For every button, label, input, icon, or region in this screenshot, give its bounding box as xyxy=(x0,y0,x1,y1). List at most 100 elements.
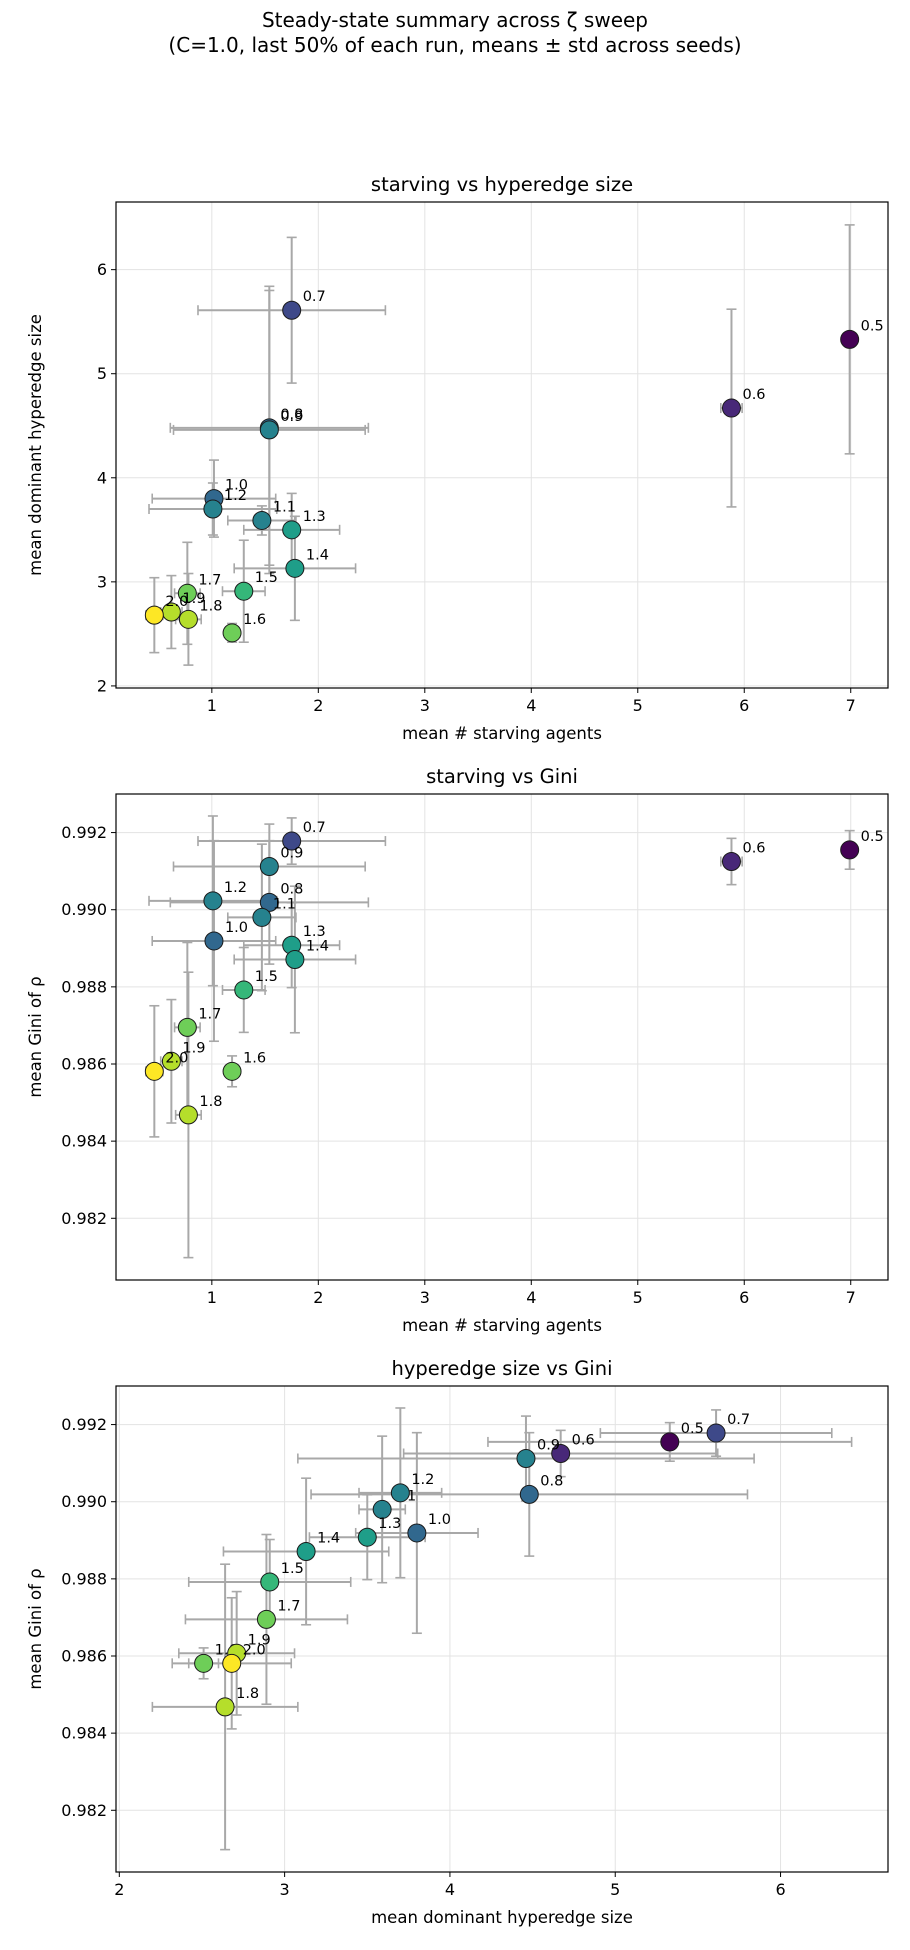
point-label-0-9: 0.9 xyxy=(537,1438,560,1454)
y-tick-label: 0.988 xyxy=(61,1569,107,1588)
x-tick-label: 1 xyxy=(207,1288,217,1307)
y-tick-label: 6 xyxy=(97,260,107,279)
plot-area xyxy=(116,794,888,1280)
data-point-2-0 xyxy=(222,1653,242,1673)
x-tick-label: 3 xyxy=(420,1288,430,1307)
point-label-1-9: 1.9 xyxy=(248,1632,271,1648)
data-point-1-4 xyxy=(285,949,305,969)
figure-suptitle-line2: (C=1.0, last 50% of each run, means ± st… xyxy=(168,33,742,57)
data-point-1-0 xyxy=(204,931,224,951)
point-label-1-7: 1.7 xyxy=(198,1006,221,1022)
data-point-0-5 xyxy=(660,1432,680,1452)
x-tick-label: 6 xyxy=(775,1880,785,1899)
x-tick-label: 4 xyxy=(526,696,536,715)
data-point-2-0 xyxy=(144,1061,164,1081)
y-tick-label: 0.990 xyxy=(61,900,107,919)
y-tick-label: 0.982 xyxy=(61,1801,107,1820)
point-label-1-0: 1.0 xyxy=(225,478,248,494)
y-tick-label: 0.992 xyxy=(61,1415,107,1434)
point-label-1-5: 1.5 xyxy=(255,570,278,586)
x-tick-label: 4 xyxy=(526,1288,536,1307)
point-label-1-3: 1.3 xyxy=(303,509,326,525)
point-label-0-7: 0.7 xyxy=(303,820,326,836)
point-label-0-5: 0.5 xyxy=(861,318,884,334)
data-point-0-7 xyxy=(706,1423,726,1443)
data-point-1-6 xyxy=(194,1653,214,1673)
point-label-1-0: 1.0 xyxy=(428,1512,451,1528)
x-tick-label: 5 xyxy=(610,1880,620,1899)
data-point-1-8 xyxy=(178,1105,198,1125)
point-label-2-0: 2.0 xyxy=(165,1050,188,1066)
chart-title: hyperedge size vs Gini xyxy=(391,1357,612,1380)
data-point-1-7 xyxy=(177,1017,197,1037)
plot-area xyxy=(116,1386,888,1872)
point-label-1-1: 1.1 xyxy=(273,499,296,515)
point-label-1-6: 1.6 xyxy=(243,612,266,628)
point-label-0-8: 0.8 xyxy=(280,407,303,423)
point-label-1-4: 1.4 xyxy=(306,547,329,563)
point-label-0-6: 0.6 xyxy=(742,387,765,403)
x-tick-label: 5 xyxy=(633,696,643,715)
point-label-1-3: 1.3 xyxy=(303,924,326,940)
y-tick-label: 4 xyxy=(97,468,107,487)
point-label-1-7: 1.7 xyxy=(277,1598,300,1614)
data-point-1-6 xyxy=(222,623,242,643)
chart-title: starving vs Gini xyxy=(426,765,578,788)
point-label-1-3: 1.3 xyxy=(378,1516,401,1532)
x-tick-label: 6 xyxy=(739,1288,749,1307)
point-label-1-4: 1.4 xyxy=(306,938,329,954)
data-point-0-9 xyxy=(516,1449,536,1469)
data-point-1-4 xyxy=(285,558,305,578)
data-point-2-0 xyxy=(144,605,164,625)
y-axis-label: mean Gini of ρ xyxy=(26,1568,45,1689)
data-point-0-8 xyxy=(519,1484,539,1504)
data-point-0-5 xyxy=(840,329,860,349)
point-label-1-8: 1.8 xyxy=(199,1094,222,1110)
x-axis-label: mean # starving agents xyxy=(402,1316,602,1335)
data-point-1-4 xyxy=(296,1541,316,1561)
point-label-0-5: 0.5 xyxy=(861,829,884,845)
y-tick-label: 5 xyxy=(97,364,107,383)
data-point-1-9 xyxy=(161,1051,181,1071)
axes-frame xyxy=(115,1385,889,1873)
x-tick-label: 5 xyxy=(633,1288,643,1307)
point-label-0-5: 0.5 xyxy=(681,1421,704,1437)
axes-frame xyxy=(115,793,889,1281)
x-tick-label: 3 xyxy=(280,1880,290,1899)
chart-title: starving vs hyperedge size xyxy=(371,173,633,196)
x-tick-label: 2 xyxy=(114,1880,124,1899)
data-point-1-3 xyxy=(282,520,302,540)
point-label-1-8: 1.8 xyxy=(199,598,222,614)
data-point-1-8 xyxy=(215,1697,235,1717)
x-tick-label: 4 xyxy=(445,1880,455,1899)
x-tick-label: 7 xyxy=(846,696,856,715)
point-label-1-7: 1.7 xyxy=(198,572,221,588)
data-point-1-7 xyxy=(177,583,197,603)
data-point-1-0 xyxy=(407,1523,427,1543)
x-axis-label: mean dominant hyperedge size xyxy=(371,1908,633,1927)
y-tick-label: 0.992 xyxy=(61,823,107,842)
point-label-1-8: 1.8 xyxy=(236,1686,259,1702)
point-label-1-2: 1.2 xyxy=(224,880,247,896)
data-point-1-5 xyxy=(260,1572,280,1592)
point-label-2-0: 2.0 xyxy=(243,1642,266,1658)
data-point-1-2 xyxy=(203,891,223,911)
y-tick-label: 0.988 xyxy=(61,977,107,996)
data-point-0-9 xyxy=(259,857,279,877)
data-point-1-8 xyxy=(178,609,198,629)
point-label-0-9: 0.9 xyxy=(280,846,303,862)
point-label-0-8: 0.8 xyxy=(280,881,303,897)
x-tick-label: 7 xyxy=(846,1288,856,1307)
data-point-1-6 xyxy=(222,1061,242,1081)
y-tick-label: 0.984 xyxy=(61,1132,107,1151)
point-label-2-0: 2.0 xyxy=(165,594,188,610)
data-point-0-9 xyxy=(259,420,279,440)
y-tick-label: 0.986 xyxy=(61,1647,107,1666)
data-point-1-5 xyxy=(234,980,254,1000)
x-tick-label: 6 xyxy=(739,696,749,715)
data-point-0-5 xyxy=(840,840,860,860)
